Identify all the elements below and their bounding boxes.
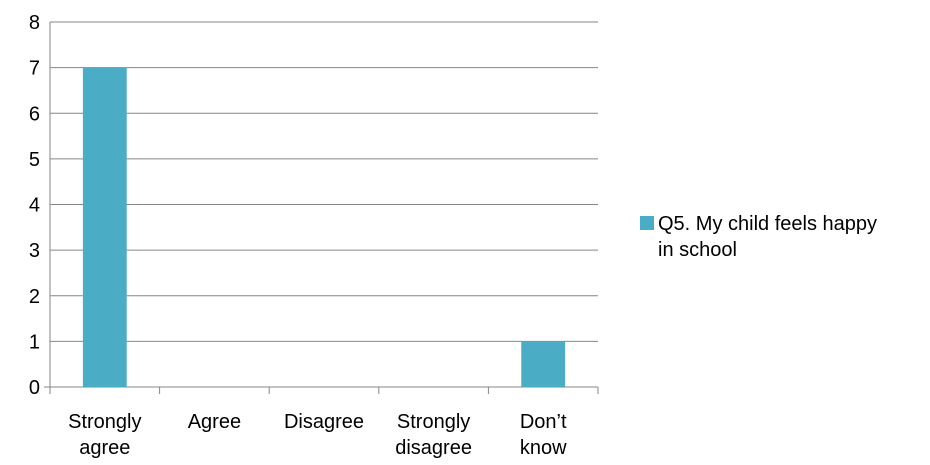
x-tick-label: disagree [395, 437, 472, 459]
x-tick-label: Don’t [520, 411, 567, 433]
x-tick-label: Agree [188, 411, 241, 433]
y-tick-label: 4 [29, 195, 40, 217]
bar-series [82, 67, 566, 387]
legend-label: Q5. My child feels happy [658, 213, 877, 235]
gridlines [50, 21, 598, 342]
y-tick-label: 5 [29, 149, 40, 171]
legend-swatch [640, 216, 654, 230]
y-tick-label: 8 [29, 12, 40, 34]
x-tick-label: agree [79, 437, 130, 459]
legend: Q5. My child feels happy in school [640, 213, 877, 261]
y-tick-label: 6 [29, 103, 40, 125]
bar [521, 341, 566, 387]
x-tick-label: Strongly [68, 411, 141, 433]
y-tick-label: 0 [29, 377, 40, 399]
y-axis: 0 1 2 3 4 5 6 7 8 [29, 12, 51, 399]
y-tick-label: 7 [29, 58, 40, 80]
x-tick-label: Strongly [397, 411, 470, 433]
x-tick-label: know [520, 437, 567, 459]
x-axis: Strongly agree Agree Disagree Strongly disagr… [44, 386, 599, 459]
y-tick-label: 1 [29, 331, 40, 353]
bar [82, 67, 127, 387]
x-tick-label: Disagree [284, 411, 364, 433]
y-tick-label: 3 [29, 240, 40, 262]
y-tick-label: 2 [29, 286, 40, 308]
legend-label: in school [658, 239, 737, 261]
